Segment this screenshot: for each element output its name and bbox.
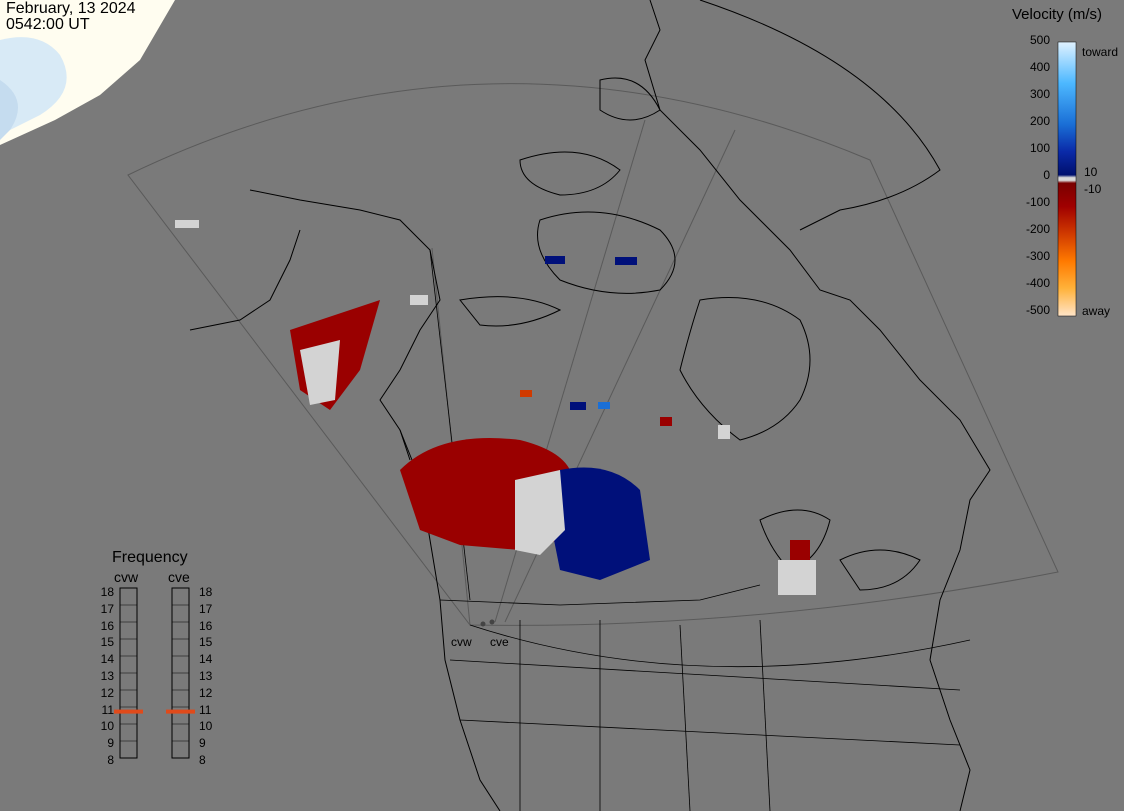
- freq-label-left: 17: [100, 601, 114, 616]
- daylight-cloud-2: [0, 80, 18, 140]
- freq-gauge-ticks: [120, 604, 189, 742]
- echo-north-4: [598, 402, 610, 409]
- freq-label-left: 18: [100, 585, 114, 599]
- frequency-title: Frequency: [112, 549, 188, 566]
- freq-label-left: 16: [100, 618, 114, 633]
- colorbar-tick: 500: [1029, 33, 1050, 47]
- freq-label-right: 16: [199, 618, 213, 633]
- echo-north-2: [615, 257, 637, 265]
- colorbar-tick: 400: [1029, 60, 1050, 74]
- time-label: 0542:00 UT: [6, 16, 90, 33]
- colorbar-gradient: [1057, 41, 1077, 317]
- ground-scatter-mid: [515, 470, 565, 555]
- freq-label-left: 11: [101, 702, 114, 717]
- colorbar-tick: -500: [1025, 303, 1050, 317]
- freq-label-right: 9: [199, 736, 206, 751]
- colorbar-neg10-label: -10: [1084, 182, 1102, 196]
- freq-marker-cve: [166, 709, 195, 714]
- velocity-colorbar: [1057, 41, 1077, 317]
- echo-sw-scatter-2: [410, 295, 428, 305]
- colorbar-pos10-label: 10: [1084, 165, 1098, 179]
- site-label-cve: cve: [490, 635, 509, 649]
- freq-label-right: 15: [199, 635, 213, 650]
- echo-sw-scatter-3: [718, 425, 730, 439]
- colorbar-away-label: away: [1082, 304, 1111, 318]
- fov-outline: [127, 83, 1059, 626]
- echo-north-5: [520, 390, 532, 397]
- freq-label-right: 17: [199, 601, 213, 616]
- freq-label-right: 12: [199, 685, 213, 700]
- echo-patches: [175, 220, 816, 595]
- colorbar-tick: -100: [1025, 195, 1050, 209]
- freq-markers: [114, 709, 195, 714]
- colorbar-tick: -200: [1025, 222, 1050, 236]
- alaska-scatter: [300, 340, 340, 405]
- coastlines: [189, 0, 991, 811]
- lakes-echo: [790, 540, 810, 560]
- borders: [429, 249, 971, 811]
- freq-label-right: 10: [199, 719, 213, 734]
- freq-label-right: 11: [199, 702, 212, 717]
- freq-label-right: 14: [199, 652, 213, 667]
- colorbar-tick: 200: [1029, 114, 1050, 128]
- echo-north-6: [660, 417, 672, 426]
- lakes-scatter: [778, 560, 816, 595]
- colorbar-tick: -400: [1025, 276, 1050, 290]
- flow-toward-patch-east: [550, 467, 650, 580]
- freq-label-left: 14: [100, 652, 114, 667]
- freq-col-cve: cve: [168, 569, 190, 585]
- freq-label-left: 15: [100, 635, 114, 650]
- freq-marker-cvw: [114, 709, 143, 714]
- colorbar-title: Velocity (m/s): [1012, 6, 1103, 23]
- date-label: February, 13 2024: [6, 0, 136, 17]
- freq-label-right: 18: [199, 585, 213, 599]
- echo-north-3: [570, 402, 586, 410]
- freq-col-cvw: cvw: [114, 569, 139, 585]
- radar-site-cve: [489, 619, 495, 625]
- frequency-gauges: [114, 587, 195, 759]
- radar-site-cvw: [480, 621, 486, 627]
- freq-label-left: 12: [100, 685, 114, 700]
- site-label-cvw: cvw: [451, 635, 472, 649]
- colorbar-toward-label: toward: [1082, 45, 1119, 59]
- echo-sw-scatter-1: [175, 220, 199, 228]
- freq-label-left: 10: [100, 719, 114, 734]
- freq-label-left: 9: [107, 736, 114, 751]
- freq-label-right: 13: [199, 669, 213, 683]
- freq-label-right: 8: [199, 753, 206, 767]
- colorbar-tick: 0: [1043, 168, 1050, 182]
- colorbar-tick: 300: [1029, 87, 1050, 101]
- colorbar-tick: -300: [1025, 249, 1050, 263]
- colorbar-tick: 100: [1029, 141, 1050, 155]
- freq-label-left: 13: [100, 669, 114, 683]
- echo-north-1: [545, 256, 565, 264]
- freq-label-left: 8: [107, 753, 114, 767]
